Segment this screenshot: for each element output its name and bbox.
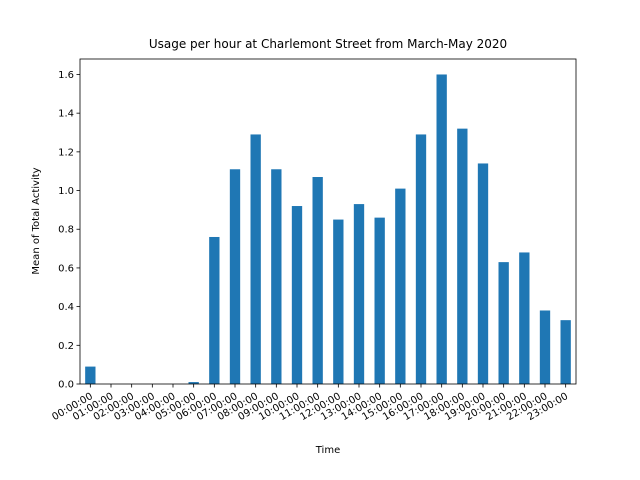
- bar: [209, 236, 220, 384]
- bar: [250, 134, 261, 384]
- y-tick-label: 0.8: [58, 225, 74, 236]
- y-tick-label: 1.0: [58, 186, 74, 197]
- chart-title: Usage per hour at Charlemont Street from…: [149, 37, 507, 51]
- y-axis-label: Mean of Total Activity: [31, 167, 42, 274]
- bar: [539, 310, 551, 384]
- bar: [477, 163, 489, 384]
- y-tick-label: 0.2: [58, 341, 74, 352]
- bar: [436, 74, 447, 384]
- bar: [374, 217, 385, 384]
- bar: [271, 169, 282, 384]
- y-tick-label: 0.0: [58, 380, 74, 391]
- y-tick-label: 1.2: [58, 147, 74, 158]
- plot-frame: [79, 58, 577, 385]
- bar: [85, 366, 96, 384]
- bar: [415, 134, 427, 384]
- y-tick-label: 0.4: [58, 302, 74, 313]
- bar: [312, 177, 323, 384]
- bar: [519, 252, 530, 384]
- bar: [188, 382, 199, 384]
- x-axis-label: Time: [315, 445, 340, 456]
- bar: [457, 128, 468, 384]
- bar: [291, 206, 303, 384]
- y-tick-label: 0.6: [58, 263, 74, 274]
- bar: [560, 320, 571, 384]
- y-tick-label: 1.4: [58, 109, 74, 120]
- bar: [229, 169, 241, 384]
- bar: [333, 219, 344, 384]
- bar: [498, 262, 509, 384]
- bar: [395, 188, 406, 384]
- bar: [353, 204, 365, 384]
- y-tick-label: 1.6: [58, 70, 74, 81]
